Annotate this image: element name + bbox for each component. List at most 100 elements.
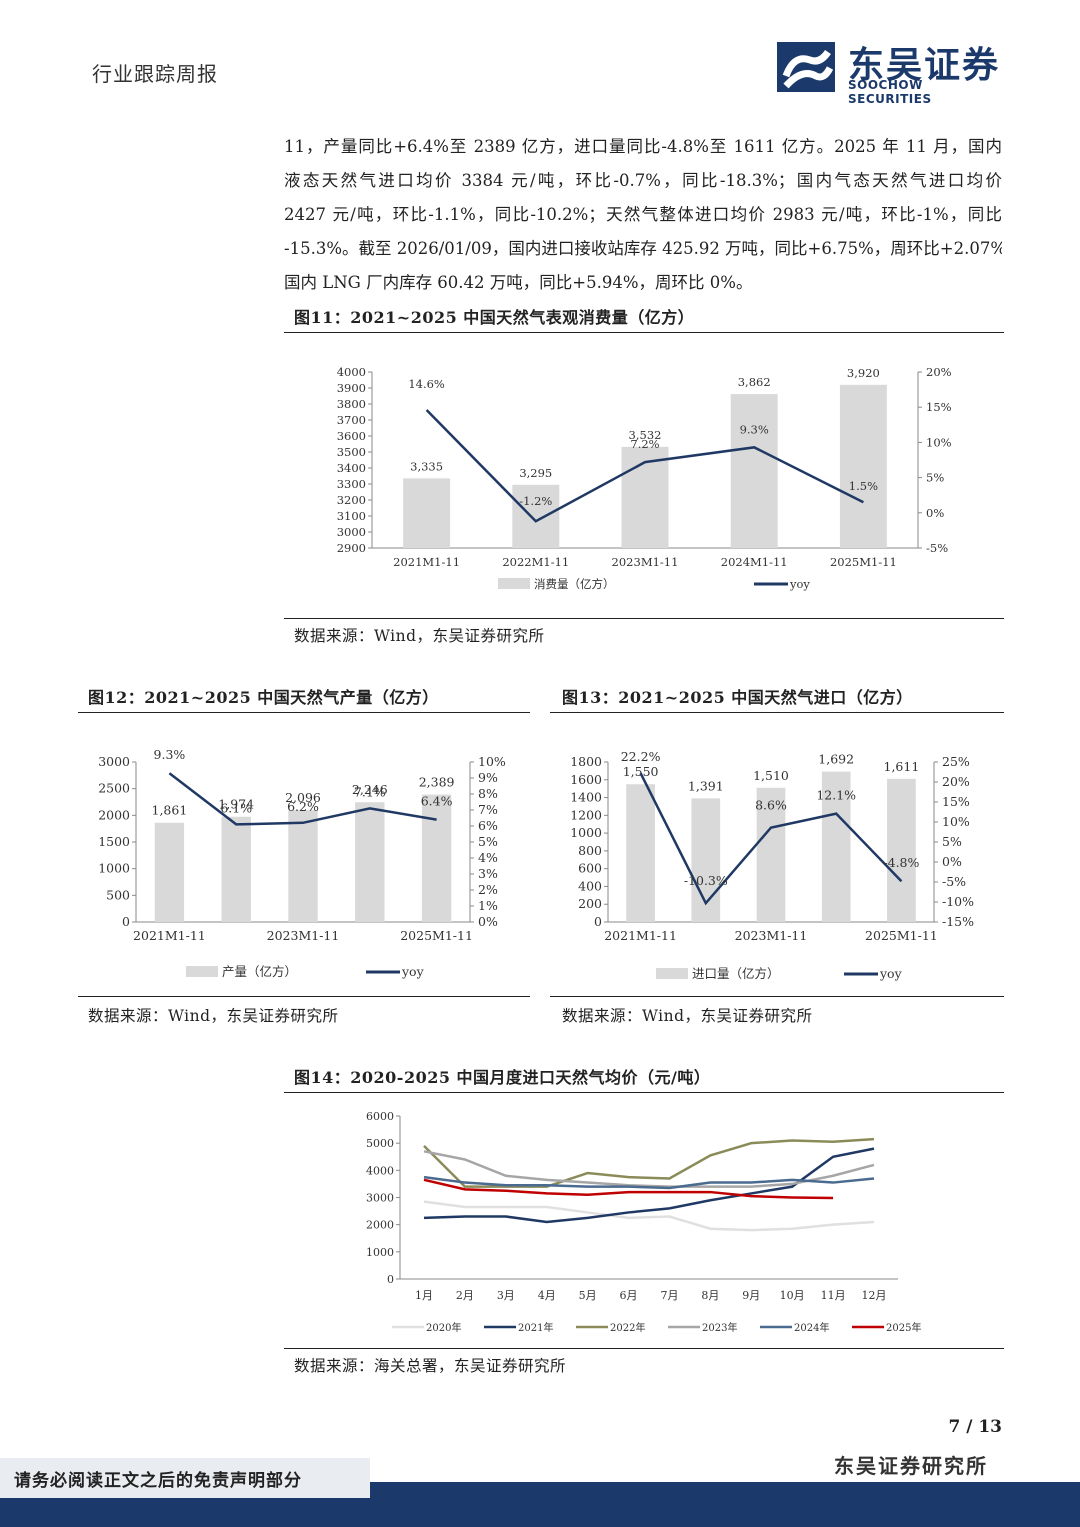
y-tick-label: 500 bbox=[106, 887, 130, 902]
fig13-title: 图13：2021~2025 中国天然气进口（亿方） bbox=[562, 688, 913, 707]
y2-tick-label: 20% bbox=[926, 365, 952, 379]
legend-bar-swatch bbox=[656, 968, 688, 979]
bar bbox=[621, 446, 669, 548]
y2-tick-label: -10% bbox=[942, 894, 974, 909]
fig11-source: 数据来源：Wind，东吴证券研究所 bbox=[294, 627, 545, 645]
bar-value-label: 2,246 bbox=[352, 782, 388, 797]
y2-tick-label: 0% bbox=[942, 854, 962, 869]
bar bbox=[839, 384, 887, 548]
fig14-source: 数据来源：海关总署，东吴证券研究所 bbox=[294, 1357, 567, 1375]
yoy-point-label: 1.5% bbox=[849, 479, 878, 493]
y2-tick-label: 15% bbox=[942, 794, 970, 809]
y2-tick-label: 10% bbox=[926, 435, 952, 449]
y2-tick-label: -15% bbox=[942, 914, 974, 929]
x-tick-label: 2024M1-11 bbox=[721, 555, 788, 569]
x-tick-label: 2023M1-11 bbox=[735, 928, 808, 943]
legend-line-label: yoy bbox=[401, 964, 425, 979]
y2-tick-label: 25% bbox=[942, 754, 970, 769]
legend-label: 2025年 bbox=[886, 1321, 921, 1334]
fig14-top-rule bbox=[284, 1092, 1004, 1093]
x-tick-label: 2023M1-11 bbox=[612, 555, 679, 569]
y2-tick-label: 5% bbox=[478, 834, 498, 849]
bar-value-label: 3,532 bbox=[629, 428, 662, 442]
y-tick-label: 0 bbox=[122, 914, 130, 929]
yoy-point-label: -4.8% bbox=[883, 855, 919, 870]
x-tick-label: 2月 bbox=[456, 1289, 474, 1302]
x-tick-label: 5月 bbox=[579, 1289, 597, 1302]
bar-value-label: 3,862 bbox=[738, 375, 771, 389]
bar-value-label: 3,335 bbox=[410, 459, 443, 473]
bar bbox=[821, 771, 851, 922]
yoy-point-label: 9.3% bbox=[740, 422, 769, 436]
y-tick-label: 3300 bbox=[337, 477, 366, 491]
y2-tick-label: 6% bbox=[478, 818, 498, 833]
fig13-source: 数据来源：Wind，东吴证券研究所 bbox=[562, 1007, 813, 1025]
logo-name-cn: 东吴证券 bbox=[848, 45, 1001, 86]
y-tick-label: 3000 bbox=[98, 754, 130, 769]
x-tick-label: 2021M1-11 bbox=[133, 928, 206, 943]
legend-bar-swatch bbox=[498, 578, 530, 589]
x-tick-label: 11月 bbox=[821, 1289, 846, 1302]
brand-logo: 东吴证券 SOOCHOW SECURITIES bbox=[776, 40, 1006, 106]
legend-bar-label: 进口量（亿方） bbox=[692, 966, 780, 981]
bar bbox=[154, 822, 185, 922]
yoy-point-label: 8.6% bbox=[755, 798, 787, 813]
fig12-title: 图12：2021~2025 中国天然气产量（亿方） bbox=[88, 688, 439, 707]
x-tick-label: 2022M1-11 bbox=[502, 555, 569, 569]
bar-value-label: 3,295 bbox=[519, 466, 552, 480]
y-tick-label: 0 bbox=[594, 914, 602, 929]
y-tick-label: 6000 bbox=[366, 1110, 394, 1123]
fig12-bottom-rule bbox=[78, 996, 530, 997]
x-tick-label: 3月 bbox=[497, 1289, 515, 1302]
bar-value-label: 1,510 bbox=[753, 768, 789, 783]
y-tick-label: 1000 bbox=[98, 861, 130, 876]
legend-bar-label: 消费量（亿方） bbox=[534, 577, 615, 591]
fig14-title: 图14：2020-2025 中国月度进口天然气均价（元/吨） bbox=[294, 1068, 711, 1087]
x-tick-label: 2021M1-11 bbox=[393, 555, 460, 569]
y-tick-label: 3800 bbox=[337, 397, 366, 411]
y-tick-label: 3900 bbox=[337, 381, 366, 395]
body-paragraph: 11，产量同比+6.4%至 2389 亿方，进口量同比-4.8%至 1611 亿… bbox=[284, 130, 1002, 300]
series-line bbox=[423, 1175, 875, 1190]
body-line: 2427 元/吨，环比-1.1%，同比-10.2%；天然气整体进口均价 2983… bbox=[284, 205, 1002, 224]
footer-org-name: 东吴证券研究所 bbox=[834, 1454, 988, 1478]
bar-value-label: 1,861 bbox=[152, 803, 188, 818]
x-tick-label: 10月 bbox=[780, 1289, 805, 1302]
y-tick-label: 3100 bbox=[337, 509, 366, 523]
yoy-point-label: 22.2% bbox=[621, 749, 661, 764]
bar bbox=[887, 778, 916, 922]
y-tick-label: 1400 bbox=[570, 790, 602, 805]
y-tick-label: 400 bbox=[578, 878, 602, 893]
y2-tick-label: -5% bbox=[926, 541, 948, 555]
bar bbox=[221, 816, 251, 922]
fig12-top-rule bbox=[78, 712, 530, 713]
bar bbox=[403, 478, 451, 548]
y-tick-label: 2000 bbox=[98, 807, 130, 822]
yoy-line bbox=[639, 772, 903, 906]
y2-tick-label: 0% bbox=[478, 914, 498, 929]
yoy-point-label: -10.3% bbox=[684, 873, 728, 888]
fig13-top-rule bbox=[550, 712, 1004, 713]
y-tick-label: 4000 bbox=[337, 365, 366, 379]
x-tick-label: 2025M1-11 bbox=[400, 928, 473, 943]
x-tick-label: 1月 bbox=[415, 1289, 433, 1302]
y-tick-label: 5000 bbox=[366, 1137, 394, 1150]
y-tick-label: 1200 bbox=[570, 807, 602, 822]
body-line: 国内 LNG 厂内库存 60.42 万吨，同比+5.94%，周环比 0%。 bbox=[284, 273, 753, 292]
series-line bbox=[423, 1137, 875, 1188]
y2-tick-label: 0% bbox=[926, 506, 944, 520]
bar-value-label: 1,391 bbox=[688, 778, 724, 793]
y-tick-label: 4000 bbox=[366, 1164, 394, 1177]
y-tick-label: 2900 bbox=[337, 541, 366, 555]
y-tick-label: 3700 bbox=[337, 413, 366, 427]
y-tick-label: 0 bbox=[387, 1273, 394, 1286]
fig11-chart: 2900 3000 3100 3200 3300 3400 3500 3600 3700 3800… bbox=[337, 365, 952, 591]
yoy-point-label: 7.1% bbox=[354, 784, 386, 799]
y2-tick-label: 1% bbox=[478, 898, 498, 913]
x-tick-label: 4月 bbox=[538, 1289, 556, 1302]
fig13-chart: 0 200 400 600 800 1000 1200 1400 1600 1800 -15% -10… bbox=[570, 749, 974, 981]
bar-value-label: 1,550 bbox=[623, 764, 659, 779]
y2-tick-label: 4% bbox=[478, 850, 498, 865]
bar-value-label: 1,611 bbox=[884, 759, 920, 774]
y-tick-label: 800 bbox=[578, 843, 602, 858]
